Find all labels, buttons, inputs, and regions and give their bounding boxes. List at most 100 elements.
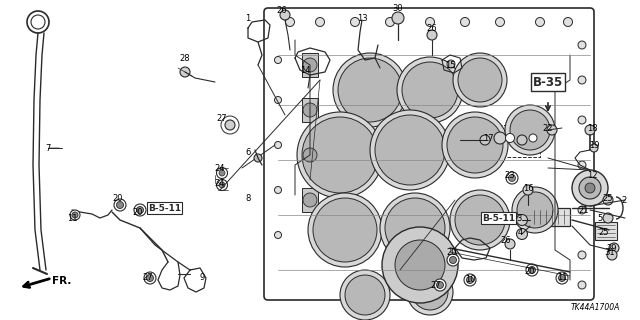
Circle shape: [275, 141, 282, 148]
Bar: [302, 98, 318, 122]
Circle shape: [447, 60, 455, 68]
Text: 17: 17: [483, 133, 493, 142]
Circle shape: [134, 204, 146, 216]
Circle shape: [216, 167, 227, 179]
Circle shape: [385, 198, 445, 258]
Circle shape: [302, 117, 378, 193]
Circle shape: [275, 187, 282, 194]
Circle shape: [578, 76, 586, 84]
Circle shape: [506, 133, 515, 142]
Circle shape: [375, 115, 445, 185]
Circle shape: [72, 212, 78, 218]
Circle shape: [382, 227, 458, 303]
Text: 28: 28: [180, 53, 190, 62]
Text: 10: 10: [465, 276, 476, 284]
Text: TK44A1700A: TK44A1700A: [571, 303, 620, 312]
Circle shape: [303, 103, 317, 117]
Circle shape: [407, 269, 453, 315]
Circle shape: [412, 274, 448, 310]
Circle shape: [578, 41, 586, 49]
Circle shape: [585, 125, 595, 135]
Text: 29: 29: [607, 244, 617, 252]
Circle shape: [505, 105, 555, 155]
Circle shape: [70, 210, 80, 220]
Circle shape: [395, 240, 445, 290]
Circle shape: [427, 30, 437, 40]
Text: 1: 1: [245, 13, 251, 22]
Text: 19: 19: [589, 140, 599, 149]
Circle shape: [529, 134, 537, 142]
Circle shape: [590, 144, 598, 152]
Text: 20: 20: [113, 194, 124, 203]
Text: 13: 13: [356, 13, 367, 22]
Text: 9: 9: [200, 274, 205, 283]
Circle shape: [447, 117, 503, 173]
Circle shape: [449, 257, 456, 263]
Circle shape: [607, 250, 617, 260]
Text: 20: 20: [447, 247, 457, 257]
Circle shape: [467, 276, 474, 284]
Circle shape: [144, 272, 156, 284]
Text: 21: 21: [579, 205, 589, 214]
Text: 25: 25: [599, 228, 609, 236]
Circle shape: [219, 182, 225, 188]
Circle shape: [303, 193, 317, 207]
Bar: [530, 208, 570, 226]
Bar: [302, 143, 318, 167]
Circle shape: [280, 10, 290, 20]
Circle shape: [495, 18, 504, 27]
Bar: [302, 53, 318, 77]
Circle shape: [216, 180, 227, 190]
Circle shape: [523, 185, 533, 195]
Circle shape: [426, 18, 435, 27]
Circle shape: [275, 57, 282, 63]
Circle shape: [219, 170, 225, 176]
Circle shape: [397, 57, 463, 123]
Text: 31: 31: [605, 247, 615, 257]
Text: 24: 24: [215, 179, 225, 188]
Text: 20: 20: [525, 268, 535, 276]
Circle shape: [450, 190, 510, 250]
Text: 27: 27: [431, 282, 442, 291]
Circle shape: [313, 198, 377, 262]
Circle shape: [536, 18, 545, 27]
Bar: [595, 222, 617, 240]
Text: B-5-11: B-5-11: [482, 213, 515, 222]
Circle shape: [603, 213, 613, 223]
Text: 27: 27: [143, 274, 154, 283]
Circle shape: [505, 239, 515, 249]
Text: 5: 5: [597, 213, 603, 222]
Bar: [488, 125, 540, 157]
Circle shape: [603, 195, 613, 205]
Circle shape: [585, 183, 595, 193]
Circle shape: [529, 267, 536, 274]
Circle shape: [578, 116, 586, 124]
Circle shape: [340, 270, 390, 320]
Text: 23: 23: [505, 171, 515, 180]
Text: 26: 26: [500, 236, 511, 244]
Circle shape: [308, 193, 382, 267]
Text: 3: 3: [516, 213, 522, 222]
Text: 15: 15: [445, 60, 455, 69]
Circle shape: [447, 254, 459, 266]
Text: 16: 16: [523, 183, 533, 193]
Circle shape: [316, 18, 324, 27]
Circle shape: [351, 18, 360, 27]
Circle shape: [180, 67, 190, 77]
Circle shape: [516, 214, 527, 226]
Circle shape: [136, 206, 143, 213]
Circle shape: [254, 154, 262, 162]
Text: 2: 2: [621, 196, 627, 204]
Text: 8: 8: [245, 194, 251, 203]
Circle shape: [572, 170, 608, 206]
Circle shape: [385, 18, 394, 27]
Circle shape: [455, 195, 505, 245]
Text: B-5-11: B-5-11: [148, 204, 181, 212]
Bar: [302, 188, 318, 212]
Circle shape: [526, 264, 538, 276]
Text: 4: 4: [517, 228, 523, 236]
Circle shape: [517, 192, 553, 228]
Circle shape: [579, 177, 601, 199]
Circle shape: [434, 279, 446, 291]
Circle shape: [461, 18, 470, 27]
